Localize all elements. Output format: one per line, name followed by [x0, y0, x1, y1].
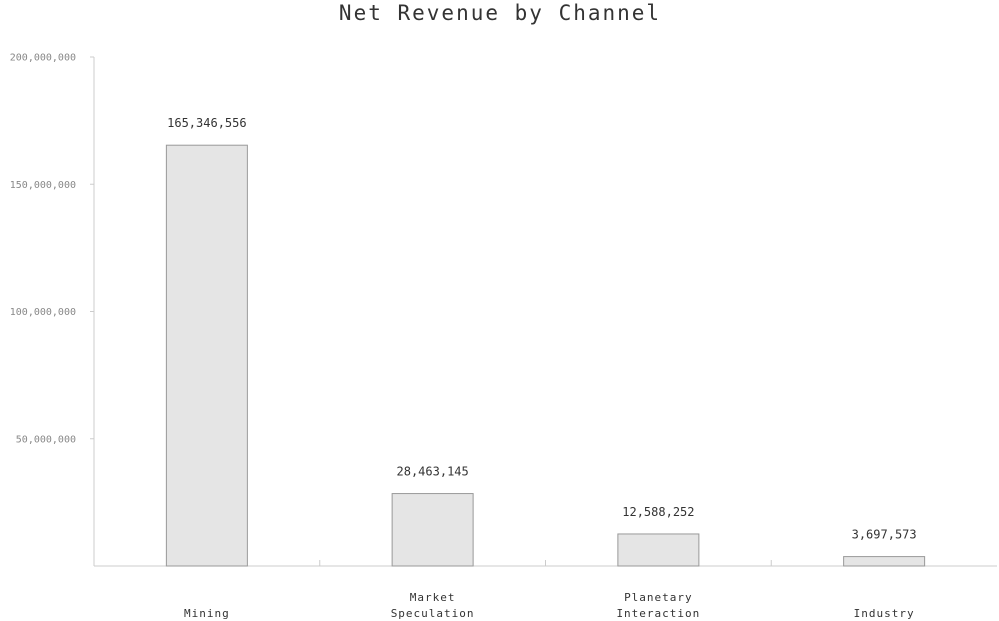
- x-tick-label: Mining: [184, 607, 230, 620]
- bar: [165, 144, 248, 567]
- bar: [617, 533, 700, 567]
- chart-title: Net Revenue by Channel: [339, 1, 661, 25]
- y-tick-label: 50,000,000: [16, 434, 76, 445]
- x-tick-label-line: Planetary: [624, 591, 693, 604]
- bar: [843, 556, 926, 567]
- category-labels: Mining Market Speculation Planetary Interact…: [184, 591, 915, 620]
- value-labels: 165,346,556 28,463,145 12,588,252 3,697,573: [167, 116, 917, 541]
- x-tick-label-line: Industry: [854, 607, 915, 620]
- bar-series: [165, 144, 926, 567]
- bar: [391, 493, 474, 567]
- x-tick-label: Market Speculation: [391, 591, 475, 620]
- y-tick-label: 100,000,000: [10, 307, 76, 318]
- data-label: 28,463,145: [397, 465, 469, 479]
- y-tick-label: 150,000,000: [10, 180, 76, 191]
- x-tick-label-line: Market: [410, 591, 456, 604]
- x-tick-label: Industry: [854, 607, 915, 620]
- x-tick-label-line: Mining: [184, 607, 230, 620]
- data-label: 165,346,556: [167, 116, 246, 130]
- data-label: 3,697,573: [852, 528, 917, 542]
- x-tick-label: Planetary Interaction: [616, 591, 700, 620]
- x-tick-label-line: Speculation: [391, 607, 475, 620]
- y-tick-label: 200,000,000: [10, 53, 76, 64]
- y-axis-ticks: 50,000,000 100,000,000 150,000,000 200,000,…: [10, 53, 94, 445]
- x-axis-ticks: [319, 560, 772, 566]
- x-tick-label-line: Interaction: [616, 607, 700, 620]
- data-label: 12,588,252: [622, 505, 694, 519]
